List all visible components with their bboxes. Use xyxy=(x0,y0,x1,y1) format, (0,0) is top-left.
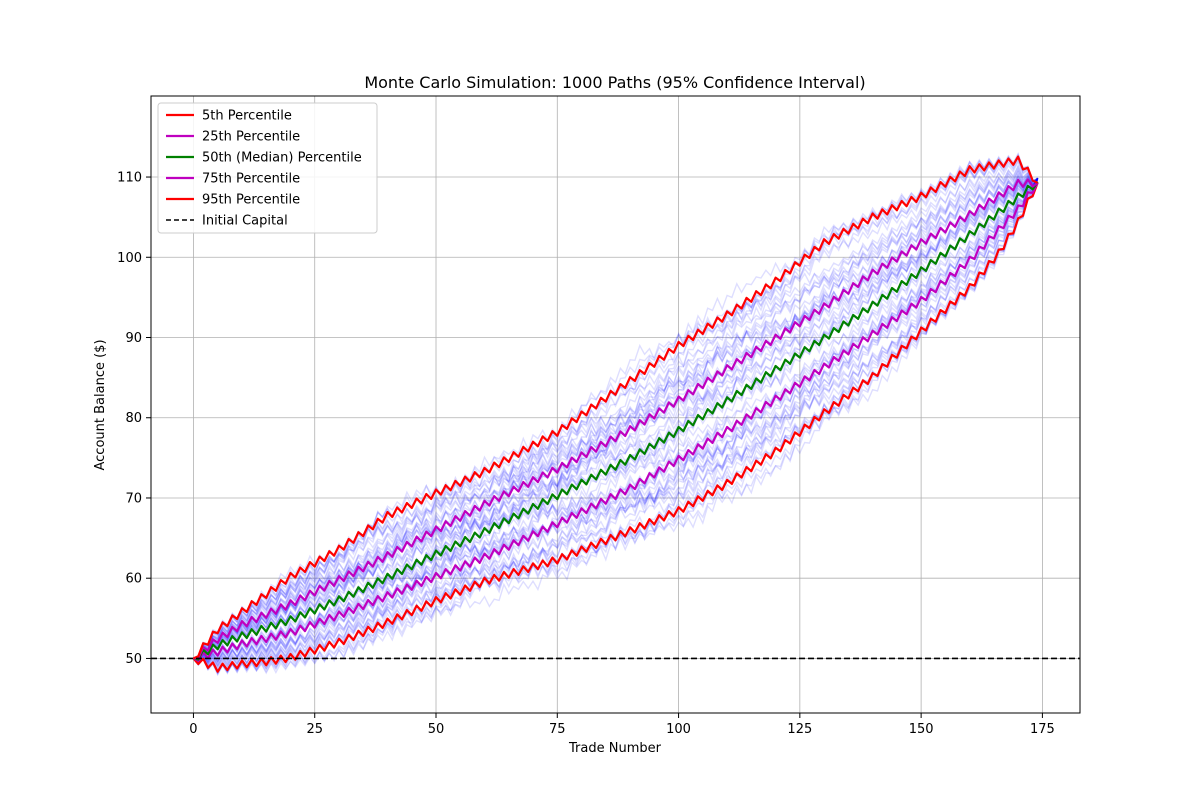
simulation-path xyxy=(193,173,1039,660)
legend-label: 5th Percentile xyxy=(202,109,292,124)
legend-label: 95th Percentile xyxy=(202,193,300,208)
simulation-path xyxy=(193,177,1039,662)
x-tick-label: 125 xyxy=(787,722,812,737)
simulation-path xyxy=(193,177,1039,660)
simulation-path xyxy=(193,177,1039,661)
plot-frame xyxy=(150,95,1081,714)
simulation-path xyxy=(193,177,1039,663)
simulation-path xyxy=(193,155,1038,660)
x-tick-label: 25 xyxy=(306,722,323,737)
percentile-series xyxy=(151,155,1080,673)
x-axis-label: Trade Number xyxy=(568,741,662,756)
y-tick-label: 80 xyxy=(125,411,142,426)
simulation-path xyxy=(193,167,1039,660)
y-tick-label: 70 xyxy=(125,491,142,506)
legend-label: 25th Percentile xyxy=(202,130,300,145)
y-axis-label: Account Balance ($) xyxy=(93,339,108,470)
simulation-path xyxy=(193,177,1039,660)
simulation-path xyxy=(193,164,1039,660)
series-line-50th-median-percentile xyxy=(193,181,1039,661)
simulation-path xyxy=(192,177,1039,664)
x-tick-label: 175 xyxy=(1030,722,1055,737)
simulation-path xyxy=(192,178,1039,675)
simulation-path xyxy=(193,177,1039,663)
y-tick-label: 50 xyxy=(125,652,142,667)
x-tick-label: 50 xyxy=(428,722,445,737)
y-tick-label: 90 xyxy=(125,331,142,346)
simulation-path xyxy=(193,177,1039,661)
series-line-5th-percentile xyxy=(192,182,1039,673)
simulation-path xyxy=(193,177,1039,661)
x-tick-label: 75 xyxy=(549,722,566,737)
series-line-75th-percentile xyxy=(193,178,1039,660)
simulation-path xyxy=(193,177,1039,660)
series-line-25th-percentile xyxy=(192,182,1039,662)
y-tick-label: 100 xyxy=(117,251,142,266)
simulation-path xyxy=(193,177,1039,661)
simulation-path xyxy=(192,178,1039,664)
simulation-path xyxy=(193,177,1039,663)
legend-label: 75th Percentile xyxy=(202,172,300,187)
simulation-path xyxy=(193,164,1039,660)
simulation-path xyxy=(193,158,1039,660)
series-line-95th-percentile xyxy=(192,155,1039,660)
x-tick-label: 0 xyxy=(189,722,197,737)
chart-title: Monte Carlo Simulation: 1000 Paths (95% … xyxy=(364,73,865,92)
axis-ticks: 0 25 50 75 100 125 150 175 50 60 70 80 90 100 110 xyxy=(117,171,1055,737)
simulation-path xyxy=(193,167,1039,660)
simulation-path xyxy=(193,177,1039,660)
y-tick-label: 60 xyxy=(125,572,142,587)
simulation-path xyxy=(193,177,1039,663)
simulation-path xyxy=(192,178,1039,672)
simulation-path xyxy=(192,178,1039,667)
simulation-path xyxy=(192,178,1039,676)
simulation-path xyxy=(193,155,1038,660)
legend-label: 50th (Median) Percentile xyxy=(202,151,362,166)
legend-box xyxy=(157,102,378,234)
x-tick-label: 100 xyxy=(666,722,691,737)
simulation-path xyxy=(193,177,1039,661)
simulation-path xyxy=(192,177,1039,664)
simulation-path xyxy=(193,177,1039,662)
simulation-path xyxy=(193,169,1039,660)
x-tick-label: 150 xyxy=(909,722,934,737)
simulation-path xyxy=(193,177,1039,661)
y-tick-label: 110 xyxy=(117,171,142,186)
legend-label: Initial Capital xyxy=(202,214,288,229)
simulation-path xyxy=(192,178,1039,668)
simulation-path xyxy=(192,178,1039,667)
simulation-path xyxy=(193,160,1039,660)
legend: 5th Percentile 25th Percentile 50th (Media… xyxy=(157,102,378,234)
simulation-path xyxy=(193,171,1039,660)
